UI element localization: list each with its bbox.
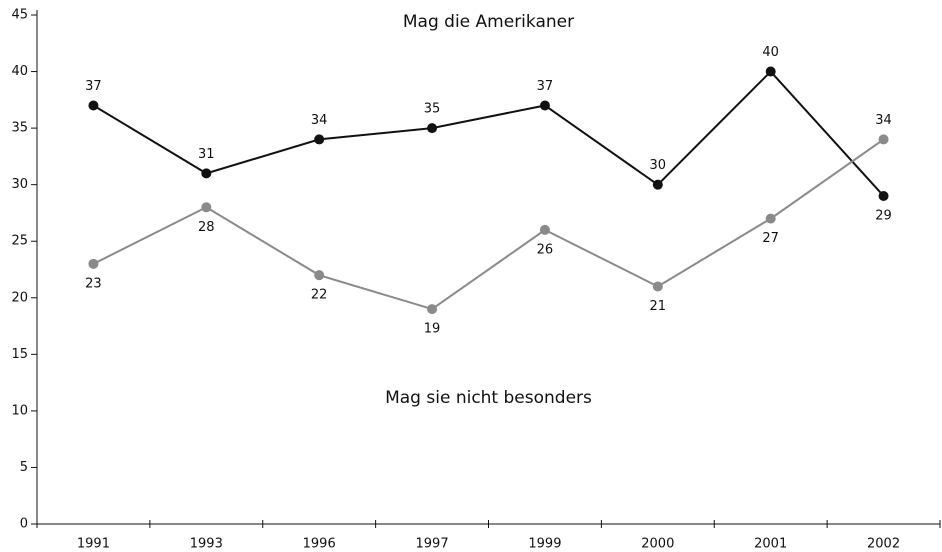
marker: [539, 224, 550, 235]
marker: [652, 281, 663, 292]
value-label: 27: [762, 231, 779, 246]
series-line: [92, 70, 885, 197]
value-label: 37: [85, 79, 102, 94]
marker: [201, 168, 212, 179]
value-label: 37: [537, 79, 554, 94]
y-tick-label: 45: [11, 8, 28, 23]
marker: [878, 190, 889, 201]
y-tick-label: 40: [11, 64, 28, 79]
value-label: 23: [85, 276, 102, 291]
value-label: 30: [650, 158, 667, 173]
value-label: 21: [650, 299, 667, 314]
y-tick-label: 30: [11, 177, 28, 192]
marker: [88, 100, 99, 111]
x-tick-label: 1991: [77, 537, 110, 552]
value-label: 22: [311, 288, 328, 303]
y-tick-label: 5: [20, 460, 28, 475]
y-tick-label: 35: [11, 121, 28, 136]
marker: [314, 134, 325, 145]
marker: [878, 134, 889, 145]
y-tick-label: 0: [20, 517, 28, 532]
x-tick-label: 1997: [416, 537, 449, 552]
marker: [765, 66, 776, 77]
value-label: 40: [762, 45, 779, 60]
series-name: Mag sie nicht besonders: [385, 388, 592, 408]
y-tick-label: 25: [11, 234, 28, 249]
value-label: 29: [875, 208, 892, 223]
series-name: Mag die Amerikaner: [403, 12, 574, 32]
x-tick-label: 2001: [754, 537, 787, 552]
marker: [765, 213, 776, 224]
marker: [539, 100, 550, 111]
x-tick-label: 2000: [641, 537, 674, 552]
x-tick-label: 1993: [190, 537, 223, 552]
value-label: 19: [424, 322, 441, 337]
value-label: 35: [424, 102, 441, 117]
value-label: 34: [875, 113, 892, 128]
series-line: [92, 138, 885, 311]
value-label: 34: [311, 113, 328, 128]
value-label: 26: [537, 242, 554, 257]
x-tick-label: 1999: [528, 537, 561, 552]
x-tick-label: 2002: [867, 537, 900, 552]
value-label: 28: [198, 220, 215, 235]
marker: [427, 123, 438, 134]
y-tick-label: 10: [11, 403, 28, 418]
y-tick-label: 15: [11, 347, 28, 362]
value-label: 31: [198, 147, 215, 162]
marker: [652, 179, 663, 190]
x-tick-label: 1996: [303, 537, 336, 552]
y-tick-label: 20: [11, 290, 28, 305]
marker: [201, 202, 212, 213]
marker: [427, 304, 438, 315]
marker: [314, 270, 325, 281]
marker: [88, 258, 99, 269]
